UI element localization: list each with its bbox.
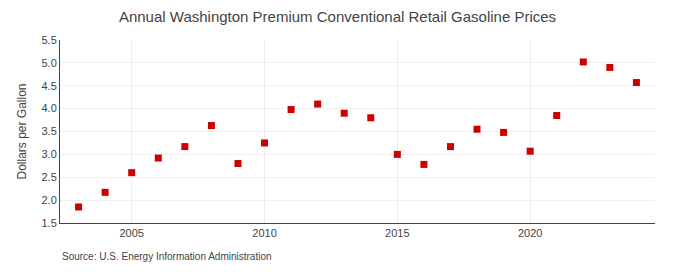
svg-text:4.5: 4.5 <box>42 80 57 92</box>
svg-text:Annual Washington Premium Conv: Annual Washington Premium Conventional R… <box>119 8 556 25</box>
svg-text:3.0: 3.0 <box>42 148 57 160</box>
svg-text:5.5: 5.5 <box>42 34 57 46</box>
svg-text:Dollars per Gallon: Dollars per Gallon <box>15 83 29 179</box>
svg-text:Source: U.S. Energy Informatio: Source: U.S. Energy Information Administ… <box>62 251 272 262</box>
svg-text:4.0: 4.0 <box>42 102 57 114</box>
svg-text:2005: 2005 <box>119 227 143 239</box>
svg-text:1.5: 1.5 <box>42 217 57 229</box>
svg-text:5.0: 5.0 <box>42 57 57 69</box>
svg-text:3.5: 3.5 <box>42 125 57 137</box>
svg-text:2015: 2015 <box>385 227 409 239</box>
svg-text:2.0: 2.0 <box>42 194 57 206</box>
svg-text:2.5: 2.5 <box>42 171 57 183</box>
svg-text:2020: 2020 <box>518 227 542 239</box>
svg-text:2010: 2010 <box>252 227 276 239</box>
